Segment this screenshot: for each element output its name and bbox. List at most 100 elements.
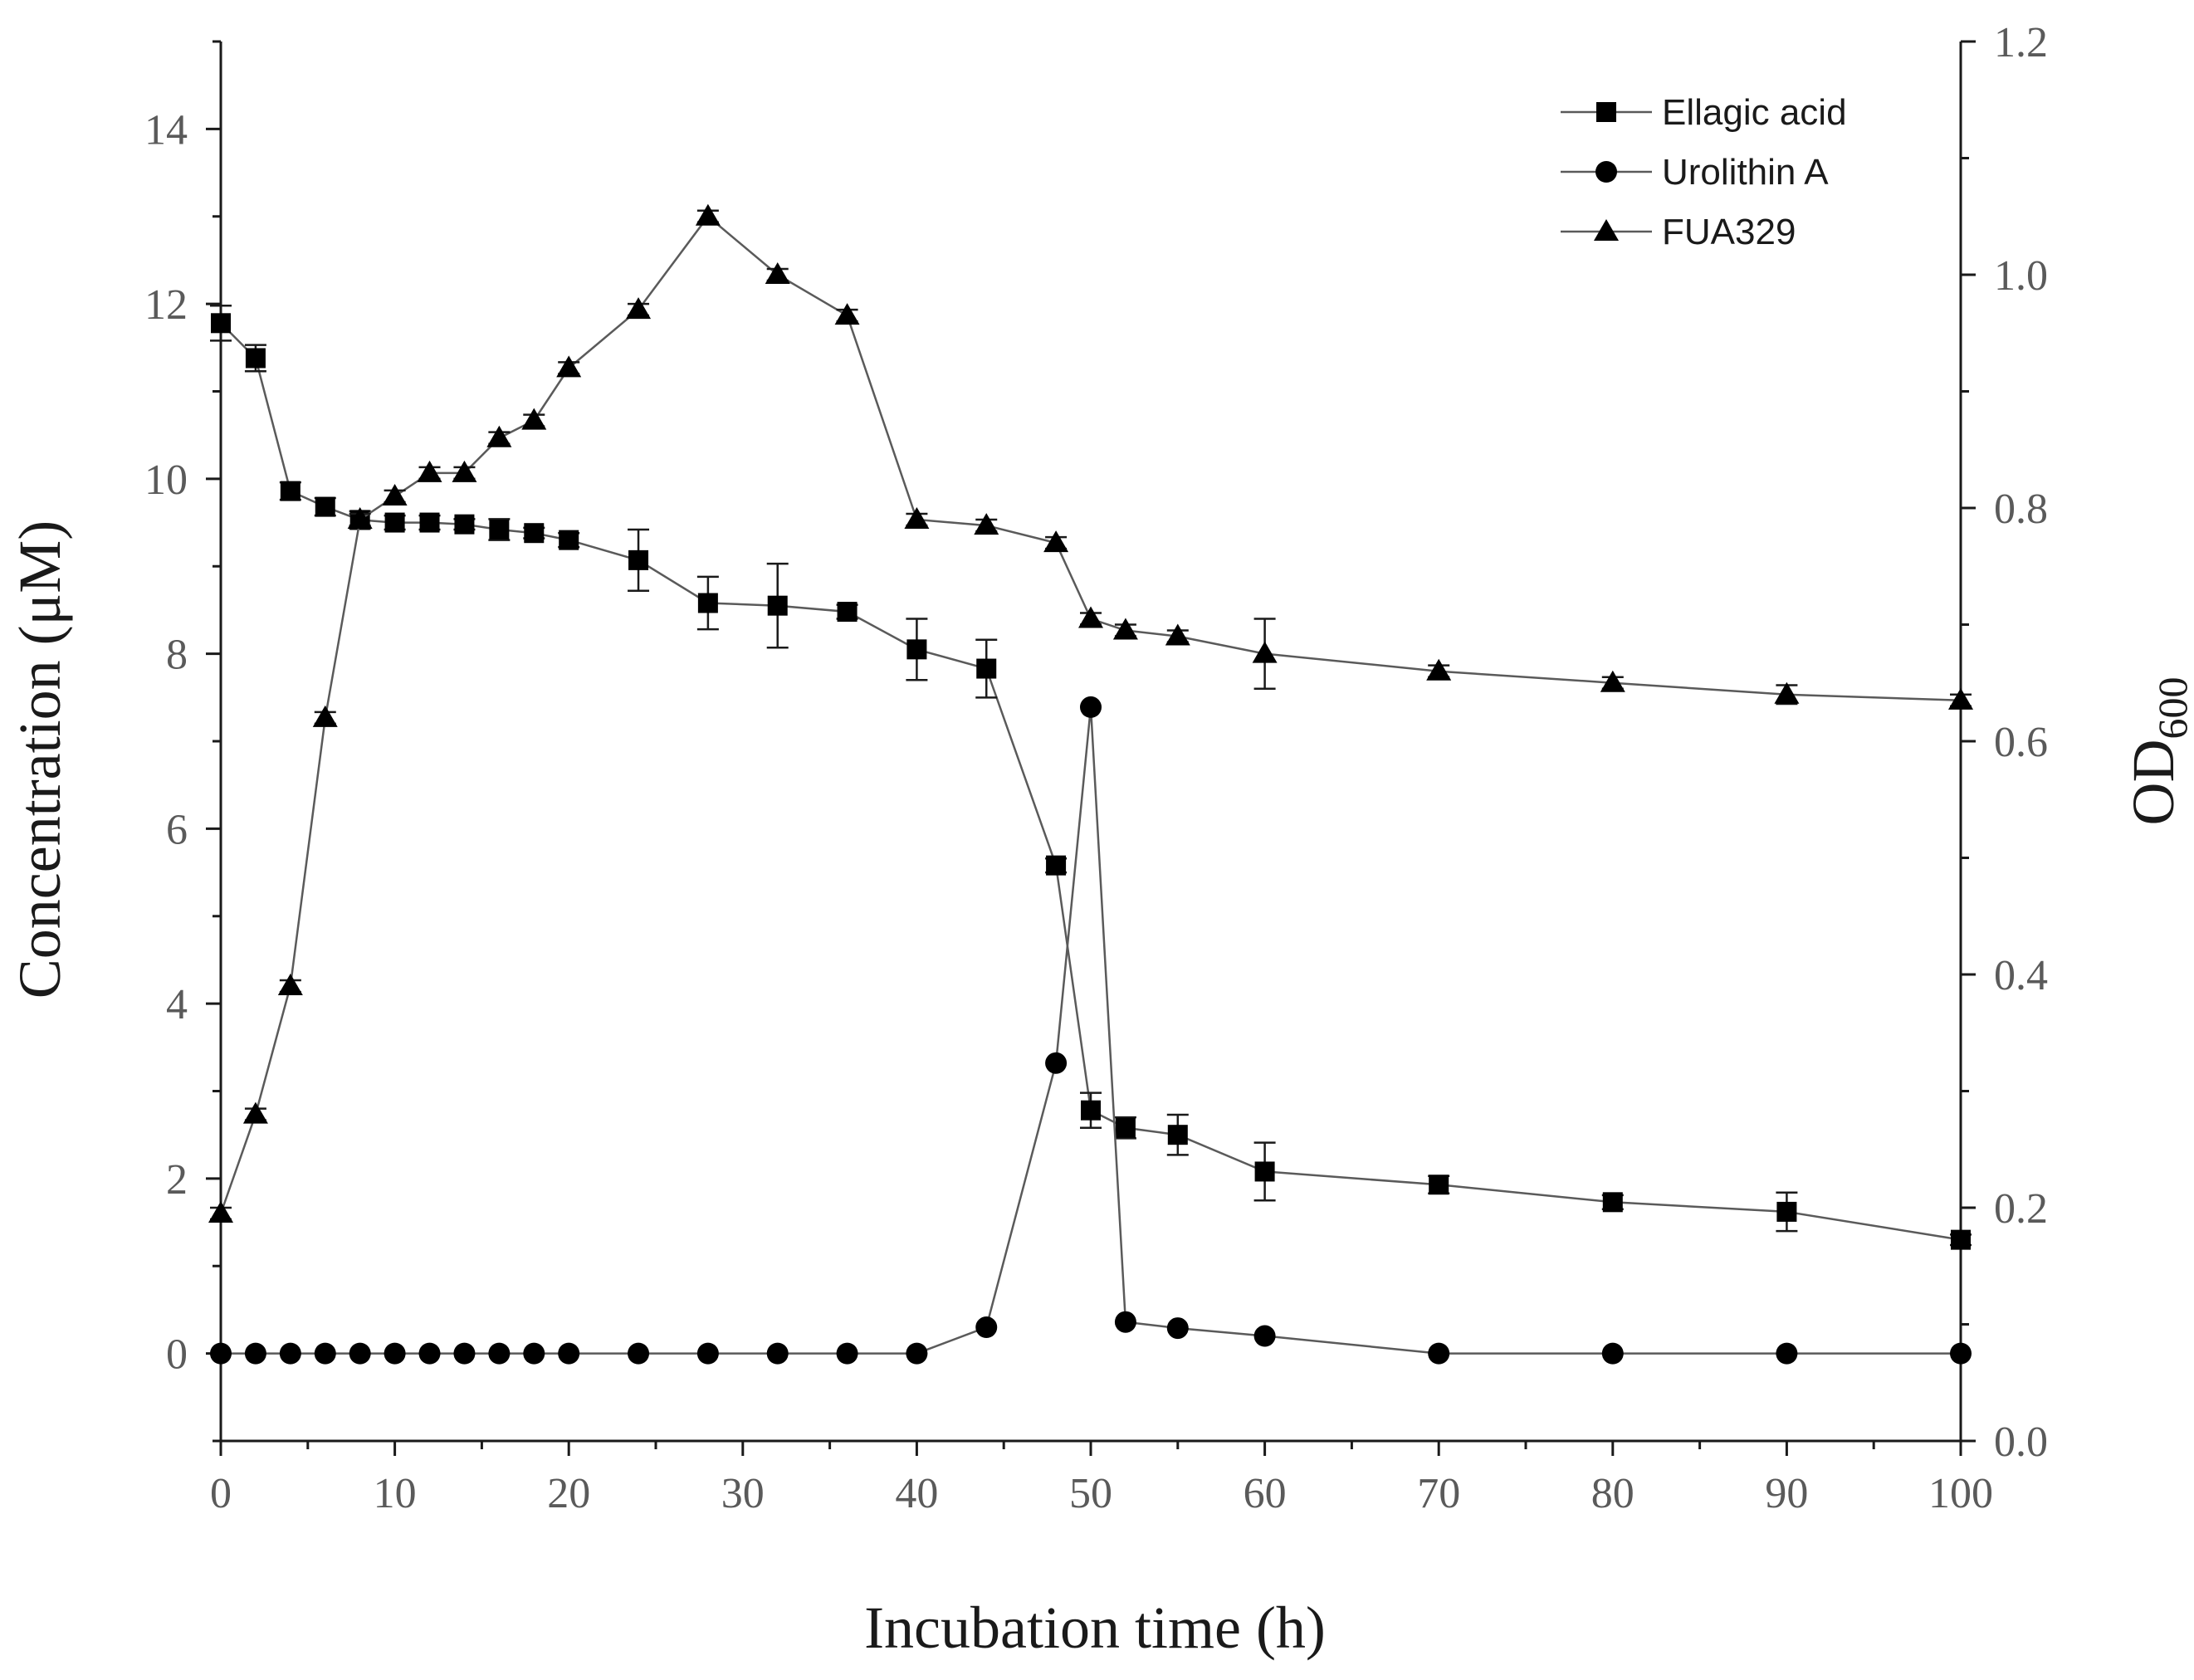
- data-point-fua329: [556, 355, 582, 378]
- data-point-urolithin-a: [766, 1342, 789, 1365]
- data-point-ellagic-acid: [767, 595, 788, 616]
- y-tick-label: 8: [166, 632, 188, 679]
- data-point-ellagic-acid: [906, 639, 927, 660]
- data-point-ellagic-acid: [211, 313, 231, 334]
- data-point-fua329: [277, 974, 303, 996]
- y-tick-label: 6: [166, 806, 188, 853]
- data-point-urolithin-a: [384, 1342, 406, 1365]
- y2-tick-label: 0.0: [1994, 1419, 2048, 1466]
- data-point-ellagic-acid: [1429, 1175, 1449, 1195]
- data-point-urolithin-a: [1253, 1325, 1276, 1347]
- data-point-urolithin-a: [488, 1342, 511, 1365]
- y2-tick-label: 0.8: [1994, 486, 2048, 533]
- data-point-ellagic-acid: [697, 593, 718, 613]
- series-ellagic-acid: [210, 304, 1972, 1250]
- data-point-ellagic-acid: [280, 481, 301, 501]
- y-tick-label: 4: [166, 981, 188, 1028]
- data-point-fua329: [1426, 658, 1452, 681]
- data-point-urolithin-a: [1045, 1052, 1068, 1074]
- data-point-ellagic-acid: [1602, 1192, 1623, 1213]
- data-point-urolithin-a: [1601, 1342, 1624, 1365]
- data-point-ellagic-acid: [419, 512, 440, 533]
- data-point-ellagic-acid: [837, 602, 858, 623]
- data-point-ellagic-acid: [1776, 1201, 1797, 1222]
- data-point-ellagic-acid: [384, 512, 405, 533]
- data-point-ellagic-acid: [454, 514, 475, 535]
- legend-marker-urolithin-a: [1595, 161, 1617, 183]
- data-point-ellagic-acid: [1951, 1229, 1971, 1250]
- data-point-ellagic-acid: [315, 496, 335, 517]
- legend-item-ellagic-acid: Ellagic acid: [1561, 92, 1847, 133]
- data-point-ellagic-acid: [1115, 1117, 1136, 1138]
- y-tick-label: 14: [144, 106, 188, 154]
- y2-axis-title-sub: 600: [2149, 677, 2194, 740]
- data-point-fua329: [417, 460, 442, 482]
- data-point-urolithin-a: [1428, 1342, 1450, 1365]
- data-point-urolithin-a: [210, 1342, 232, 1365]
- x-tick-label: 0: [210, 1470, 232, 1517]
- data-point-urolithin-a: [1114, 1311, 1136, 1333]
- data-point-ellagic-acid: [628, 549, 649, 570]
- legend-marker-ellagic-acid: [1596, 102, 1616, 122]
- y2-tick-label: 0.4: [1994, 952, 2048, 999]
- data-point-fua329: [1112, 618, 1138, 640]
- data-point-urolithin-a: [523, 1342, 545, 1365]
- x-tick-label: 70: [1417, 1470, 1460, 1517]
- data-point-fua329: [486, 425, 512, 447]
- data-point-ellagic-acid: [524, 523, 545, 544]
- y2-tick-label: 1.2: [1994, 19, 2048, 66]
- data-point-fua329: [695, 203, 721, 226]
- data-point-urolithin-a: [836, 1342, 858, 1365]
- data-point-ellagic-acid: [1254, 1161, 1275, 1182]
- data-point-ellagic-acid: [1167, 1125, 1188, 1145]
- y2-tick-label: 1.0: [1994, 252, 2048, 300]
- y2-tick-label: 0.6: [1994, 719, 2048, 766]
- data-point-fua329: [626, 297, 652, 320]
- legend-label: Urolithin A: [1662, 152, 1829, 193]
- data-point-fua329: [452, 460, 477, 482]
- data-point-fua329: [382, 483, 408, 505]
- data-point-urolithin-a: [1950, 1342, 1972, 1365]
- legend-marker-fua329: [1594, 219, 1619, 241]
- data-point-urolithin-a: [1080, 696, 1102, 718]
- data-point-ellagic-acid: [559, 530, 579, 550]
- data-point-fua329: [1252, 641, 1278, 663]
- x-tick-label: 80: [1591, 1470, 1635, 1517]
- x-axis-title: Incubation time (h): [864, 1595, 1326, 1661]
- x-tick-label: 100: [1928, 1470, 1993, 1517]
- data-point-urolithin-a: [975, 1316, 998, 1339]
- y2-tick-label: 0.2: [1994, 1185, 2048, 1233]
- data-point-urolithin-a: [628, 1342, 650, 1365]
- data-point-ellagic-acid: [976, 658, 997, 679]
- x-tick-label: 90: [1765, 1470, 1808, 1517]
- y-tick-label: 2: [166, 1156, 188, 1204]
- data-point-fua329: [1948, 687, 1973, 710]
- legend: Ellagic acid Urolithin A FUA329: [1561, 92, 1847, 252]
- data-point-fua329: [242, 1101, 268, 1124]
- data-point-urolithin-a: [418, 1342, 441, 1365]
- y-tick-label: 12: [144, 281, 188, 329]
- data-point-urolithin-a: [906, 1342, 928, 1365]
- legend-label: FUA329: [1662, 212, 1796, 252]
- axes: 0 10 20 30 40 50 60 70 80 90 100 0 2 4 6 8 10 12 14 0.0 0.2 0…: [144, 19, 2048, 1517]
- data-point-fua329: [312, 705, 338, 727]
- data-point-ellagic-acid: [1081, 1100, 1101, 1121]
- data-point-fua329: [1165, 623, 1190, 646]
- x-tick-label: 20: [547, 1470, 590, 1517]
- data-point-ellagic-acid: [1046, 855, 1067, 876]
- y2-axis-title-main: OD: [2120, 740, 2187, 826]
- data-point-fua329: [1078, 606, 1103, 628]
- data-point-fua329: [347, 507, 373, 530]
- data-point-urolithin-a: [349, 1342, 371, 1365]
- data-point-fua329: [834, 303, 860, 325]
- x-tick-label: 30: [721, 1470, 765, 1517]
- data-point-urolithin-a: [244, 1342, 266, 1365]
- data-point-urolithin-a: [558, 1342, 580, 1365]
- data-point-fua329: [521, 408, 547, 430]
- data-point-ellagic-acid: [489, 519, 510, 540]
- series-urolithin-a: [210, 696, 1972, 1365]
- data-point-fua329: [765, 262, 790, 284]
- series-line-urolithin-a: [221, 706, 1961, 1355]
- legend-item-fua329: FUA329: [1561, 212, 1796, 252]
- data-point-fua329: [904, 507, 930, 530]
